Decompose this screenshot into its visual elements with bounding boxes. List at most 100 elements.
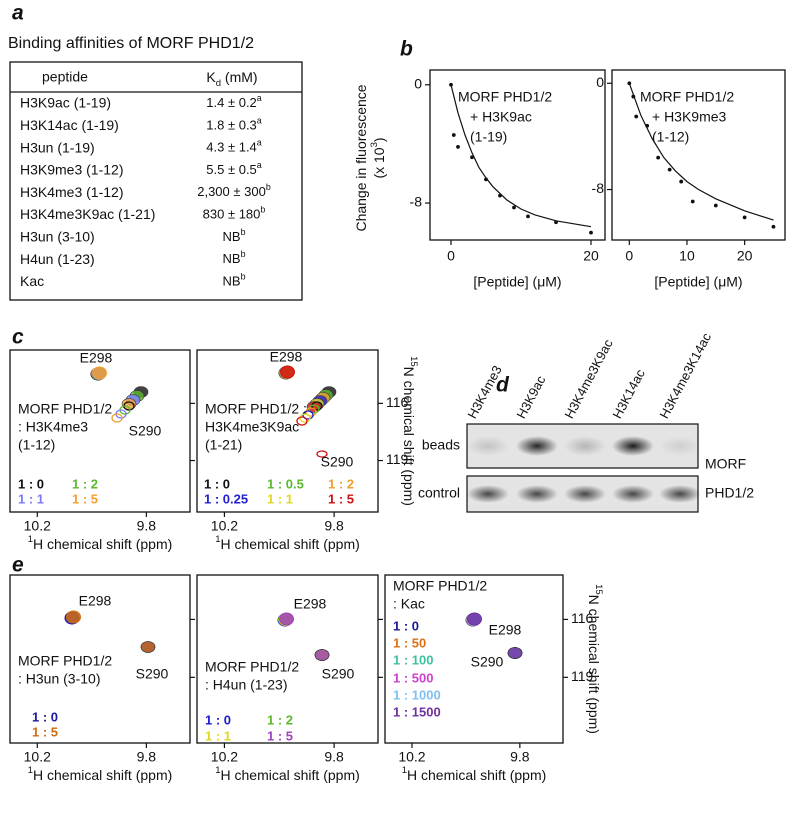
table-cell: 4.3 ± 1.4a bbox=[206, 138, 262, 155]
y-tick-label: 0 bbox=[414, 75, 422, 91]
data-point bbox=[498, 193, 502, 198]
data-point bbox=[771, 224, 776, 229]
text-run: (x 10 bbox=[371, 147, 387, 178]
protein-label: PHD1/2 bbox=[705, 485, 754, 501]
text-run: (mM) bbox=[221, 69, 258, 85]
table-cell: NBb bbox=[223, 249, 246, 266]
text-run: 1.4 ± 0.2 bbox=[206, 95, 257, 110]
annotation: MORF PHD1/2 : bbox=[205, 401, 307, 417]
annotation: + H3K9ac bbox=[470, 109, 532, 125]
data-point bbox=[589, 230, 593, 235]
text-run: H chemical shift (ppm) bbox=[221, 536, 360, 552]
text-run: NB bbox=[223, 229, 241, 244]
supscript: 1 bbox=[215, 534, 220, 545]
panel-letter: c bbox=[12, 326, 24, 349]
spectrum: 10.2 9.81H chemical shift (ppm)E298S290MO… bbox=[196, 574, 383, 783]
data-point bbox=[470, 155, 474, 160]
axis-title: 15N chemical shift (ppm) bbox=[401, 356, 419, 506]
blot-band bbox=[467, 485, 509, 503]
plot-frame bbox=[429, 69, 606, 241]
data-point bbox=[713, 203, 718, 208]
peak-contour bbox=[308, 404, 320, 414]
text-run: H chemical shift (ppm) bbox=[33, 536, 172, 552]
axis-title: 1H chemical shift (ppm) bbox=[215, 534, 360, 552]
ratio-legend: 1 : 1 bbox=[267, 491, 293, 506]
spectrum: 10.2 9.8 116 119 1H chemical shift (ppm) 15N … bbox=[196, 349, 419, 552]
supscript: a bbox=[257, 93, 262, 103]
axis-title: 1H chemical shift (ppm) bbox=[402, 765, 547, 783]
x-tick-label: 9.8 bbox=[324, 518, 344, 534]
x-tick-label: 10.2 bbox=[211, 518, 238, 534]
y-tick-label: 116 bbox=[571, 610, 594, 626]
x-tick-label: 10.2 bbox=[24, 518, 51, 534]
table-cell: NBb bbox=[223, 227, 246, 244]
blot-band bbox=[467, 436, 509, 456]
axis-title: Change in fluorescence bbox=[353, 84, 369, 231]
spectrum-frame bbox=[384, 574, 564, 744]
table-cell: H3K9ac (1-19) bbox=[20, 95, 111, 111]
table-cell: Kac bbox=[20, 273, 44, 289]
blot-band bbox=[659, 436, 701, 456]
text-run: 4.3 ± 1.4 bbox=[206, 140, 257, 155]
spectrum-frame bbox=[196, 574, 379, 744]
supscript: b bbox=[266, 183, 271, 193]
spectrum-frame bbox=[9, 349, 191, 513]
subscript: d bbox=[216, 78, 221, 89]
peak-contour bbox=[305, 407, 317, 417]
peak-contour bbox=[92, 366, 107, 380]
fit-curve bbox=[450, 84, 592, 228]
ratio-legend: 1 : 5 bbox=[72, 491, 98, 506]
text-run: NB bbox=[223, 252, 241, 267]
blot-row-label: beads bbox=[422, 437, 460, 453]
peak-contour bbox=[316, 450, 328, 458]
x-tick-label: 10.2 bbox=[24, 749, 51, 765]
ratio-legend: 1 : 500 bbox=[393, 670, 433, 685]
table-cell: 1.8 ± 0.3a bbox=[206, 116, 262, 133]
peak-label: S290 bbox=[471, 654, 504, 670]
x-tick-label: 0 bbox=[447, 248, 455, 264]
blot-band bbox=[564, 485, 606, 503]
ratio-legend: 1 : 2 bbox=[267, 712, 293, 727]
supscript: 1 bbox=[28, 765, 33, 776]
data-point bbox=[449, 82, 453, 87]
annotation: MORF PHD1/2 bbox=[640, 89, 734, 105]
table-cell: H3K4me3K9ac (1-21) bbox=[20, 206, 155, 222]
peak-contour bbox=[507, 647, 523, 659]
spectrum: 10.2 9.81H chemical shift (ppm)E298S290MO… bbox=[9, 574, 195, 783]
panel-letter: e bbox=[12, 554, 24, 577]
column-header: Kd (mM) bbox=[206, 69, 257, 89]
text-run: N chemical shift (ppm) bbox=[401, 367, 417, 506]
annotation: : H3un (3-10) bbox=[18, 671, 100, 687]
annotation: (1-21) bbox=[205, 437, 242, 453]
peak-label: S290 bbox=[136, 666, 169, 682]
x-tick-label: 9.8 bbox=[137, 518, 157, 534]
panel-letter: d bbox=[496, 374, 510, 397]
x-tick-label: 20 bbox=[583, 248, 599, 264]
spectrum: 10.2 9.8 116 119 1H chemical shift (ppm) 15N … bbox=[384, 574, 604, 783]
y-tick-label: 0 bbox=[596, 74, 604, 90]
text-run: 1.8 ± 0.3 bbox=[206, 118, 257, 133]
ratio-legend: 1 : 2 bbox=[72, 476, 98, 491]
supscript: 15 bbox=[408, 356, 419, 367]
peak-contour bbox=[302, 410, 314, 420]
annotation: MORF PHD1/2 bbox=[18, 653, 112, 669]
y-tick-label: 119 bbox=[386, 451, 409, 467]
ratio-legend: 1 : 50 bbox=[393, 635, 426, 650]
axis-title: [Peptide] (μM) bbox=[654, 274, 742, 290]
data-point bbox=[742, 215, 747, 220]
plot-frame bbox=[611, 69, 786, 241]
supscript: 3 bbox=[369, 142, 380, 147]
peak-contour bbox=[280, 365, 295, 379]
supscript: 1 bbox=[28, 534, 33, 545]
ratio-legend: 1 : 1 bbox=[205, 728, 231, 743]
peak-label: S290 bbox=[322, 666, 355, 682]
peak-label: E298 bbox=[80, 350, 113, 366]
blot-band bbox=[516, 436, 558, 456]
data-point bbox=[645, 123, 650, 128]
ratio-legend: 1 : 5 bbox=[32, 724, 58, 739]
data-point bbox=[631, 94, 636, 99]
annotation: (1-12) bbox=[652, 129, 689, 145]
annotation: : Kac bbox=[393, 596, 425, 612]
data-point bbox=[679, 179, 684, 184]
data-point bbox=[634, 114, 639, 119]
